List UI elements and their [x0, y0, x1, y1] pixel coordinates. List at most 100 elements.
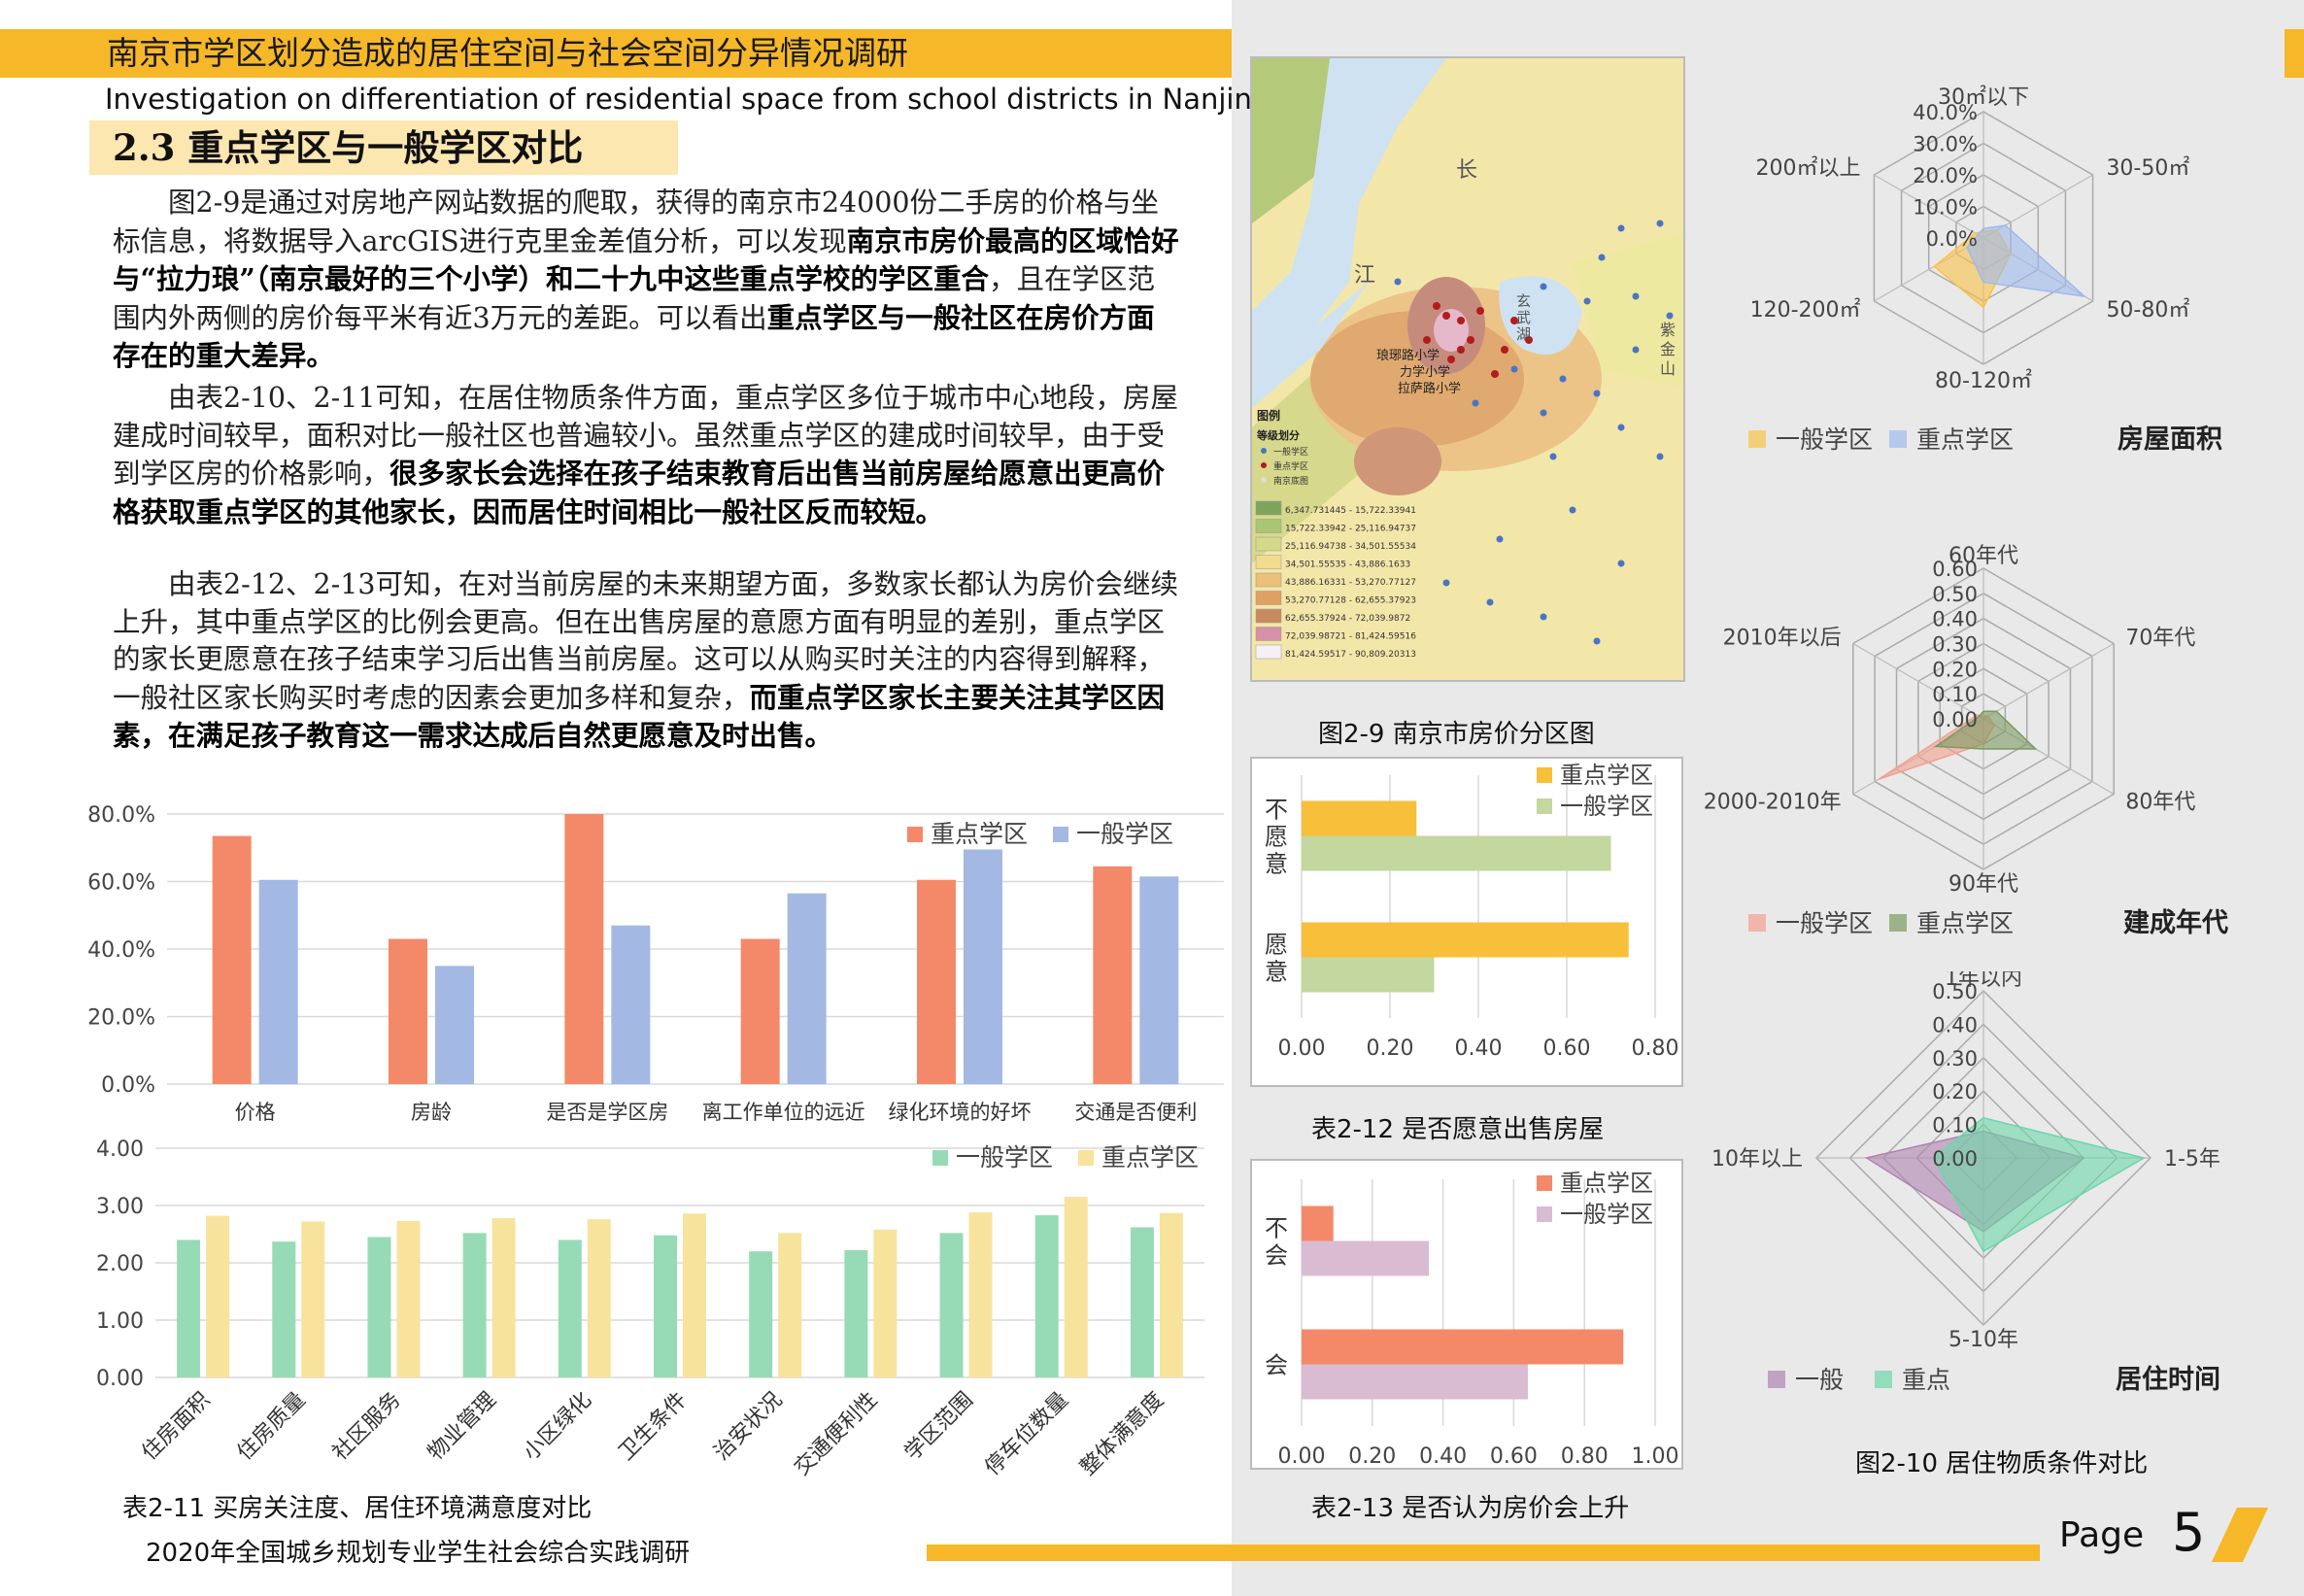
bold-text: 很多家长会选择在孩子结束教育后出售当前房屋给愿意出更高价格获取重点学区的其他家长…	[113, 457, 1166, 528]
legend-label: 重点	[1902, 1366, 1950, 1394]
river-branch	[1252, 282, 1369, 408]
radar-axis-label: 80-120㎡	[1935, 368, 2032, 393]
legend-label: 一般学区	[1776, 425, 1873, 454]
map-label-river2: 江	[1354, 263, 1375, 288]
chart-bar-2-10: 0.0% 20.0% 40.0% 60.0% 80.0% 价格 房龄 是否是学区房 离工作单位的…	[87, 803, 1224, 1124]
bar-重点学区	[917, 879, 956, 1084]
x-tick-label: 绿化环境的好坏	[889, 1101, 1032, 1124]
legend-symbol-label: 南京底图	[1273, 475, 1308, 487]
bar-一般学区	[272, 1241, 296, 1377]
legend-label: 一般学区	[1776, 909, 1873, 937]
legend-title: 图例	[1257, 408, 1280, 423]
legend-label: 重点学区	[1916, 909, 2014, 937]
legend-ranges: 6,347.731445 - 15,722.33941 15,722.33942 …	[1255, 500, 1416, 660]
bar-重点学区	[1302, 1205, 1334, 1241]
bar-一般学区	[558, 1239, 582, 1377]
radar-tick-label: 0.10	[1932, 683, 1978, 706]
radar-axis-label: 70年代	[2125, 627, 2195, 651]
legend-range-label: 72,039.98721 - 81,424.59516	[1285, 632, 1416, 642]
school-dot-key	[1491, 370, 1499, 378]
school-dot-general	[1540, 283, 1547, 290]
bar-重点学区	[1302, 800, 1417, 836]
map-label-lake1: 玄	[1516, 292, 1531, 310]
legend-symbol-label: 重点学区	[1273, 460, 1308, 472]
school-dot-key	[1447, 356, 1455, 363]
x-tick-label: 社区服务	[328, 1388, 406, 1466]
map-label-school2: 力学小学	[1400, 364, 1450, 380]
bar-一般学区	[654, 1235, 677, 1377]
bold-text: 而重点学区家长主要关注其学区因素，在满足孩子教育这一需求达成后自然更愿意及时出售…	[113, 680, 1166, 753]
legend-label: 一般学区	[1560, 1201, 1653, 1228]
legend-label: 重点学区	[1560, 1170, 1653, 1197]
x-tick-label: 是否是学区房	[546, 1101, 668, 1124]
caption-2-13: 表2-13 是否认为房价会上升	[1311, 1494, 1630, 1523]
legend-swatch	[907, 827, 923, 842]
legend-label: 重点学区	[931, 820, 1028, 848]
map-label-mtn3: 山	[1660, 359, 1676, 378]
legend-range-swatch	[1255, 591, 1282, 605]
radar-tick-label: 0.40	[1932, 1013, 1978, 1036]
x-tick-label: 0.20	[1348, 1444, 1396, 1469]
radar-axis-label: 60年代	[1948, 544, 2018, 568]
y-tick-label: 会	[1265, 1352, 1288, 1379]
legend-swatch	[1889, 430, 1907, 448]
y-tick-label: 不	[1265, 1215, 1288, 1242]
legend-label: 一般学区	[1076, 820, 1173, 848]
y-tick-label: 意	[1265, 851, 1288, 878]
bold-text: 南京市房价最高的区域恰好与“拉力琅”（南京最好的三个小学）和二十九中这些重点学校…	[113, 223, 1179, 296]
map-label-lake2: 武	[1516, 309, 1531, 326]
body-paragraph-1: 图2-9是通过对房地产网站数据的爬取，获得的南京市24000份二手房的价格与坐标…	[113, 185, 1181, 376]
caption-2-11: 表2-11 买房关注度、居住环境满意度对比	[122, 1494, 593, 1523]
school-dot-key	[1476, 307, 1484, 315]
legend-label: 一般	[1795, 1366, 1844, 1394]
map-zone-peak	[1434, 309, 1469, 352]
radar-tick-label: 40.0%	[1913, 101, 1978, 124]
xuanwu-lake	[1499, 276, 1582, 355]
x-tick-label: 0.60	[1490, 1444, 1538, 1469]
title-bar-end	[2285, 29, 2304, 78]
bar-重点学区	[206, 1215, 230, 1377]
school-dot-general	[1593, 637, 1601, 645]
radar-axis-label: 50-80㎡	[2106, 297, 2189, 323]
school-dot-general	[1540, 409, 1547, 417]
x-tick-label: 0.00	[1278, 1444, 1326, 1469]
x-tick-label: 0.20	[1367, 1036, 1414, 1061]
school-dot-key	[1525, 336, 1533, 344]
school-dots	[1394, 220, 1674, 645]
yangtze-river	[1252, 58, 1446, 379]
legend-range-swatch	[1255, 608, 1282, 624]
x-tick-label: 治安状况	[710, 1388, 788, 1466]
bar-一般学区	[964, 849, 1002, 1084]
legend-range-label: 34,501.55535 - 43,886.1633	[1285, 560, 1410, 570]
footer-line	[927, 1545, 2040, 1561]
radar-axis-label: 200㎡以上	[1756, 155, 1861, 181]
radar-spoke	[1874, 174, 1984, 239]
y-tick-label: 20.0%	[87, 1006, 155, 1031]
radar-spoke	[1852, 642, 1984, 720]
bar-重点学区	[396, 1220, 421, 1377]
radar-series-重点学区	[1933, 710, 2038, 750]
legend-range-label: 25,116.94738 - 34,501.55534	[1285, 542, 1416, 552]
radar-tick-label: 0.10	[1932, 1114, 1978, 1138]
bar-一般学区	[1139, 876, 1179, 1084]
legend-range-label: 81,424.59517 - 90,809.20313	[1285, 650, 1416, 660]
radar-axis-label: 30㎡以下	[1938, 85, 2029, 110]
bar-一般学区	[1302, 1240, 1430, 1276]
radar-tick-label: 0.30	[1932, 1047, 1978, 1070]
x-tick-label: 0.80	[1561, 1444, 1609, 1469]
school-dot-general	[1394, 278, 1402, 286]
school-dot-general	[1496, 535, 1504, 543]
school-dot-key	[1457, 317, 1465, 324]
school-dot-general	[1617, 424, 1625, 431]
bar-重点学区	[389, 938, 427, 1084]
school-dot-general	[1486, 598, 1494, 606]
school-dot-general	[1540, 613, 1547, 621]
bar-一般学区	[749, 1251, 773, 1377]
radar-tick-label: 0.00	[1932, 708, 1978, 731]
radar-axis-label: 120-200㎡	[1750, 297, 1861, 323]
